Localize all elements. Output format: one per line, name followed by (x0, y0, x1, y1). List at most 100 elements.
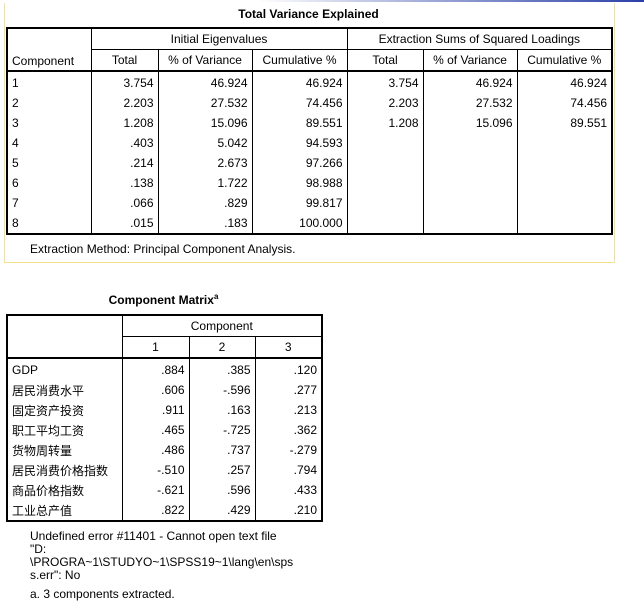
column-header: Total (90, 49, 159, 72)
table-cell (516, 193, 613, 213)
component-number: 8 (6, 213, 92, 234)
table-row: 3 1.208 15.096 89.551 1.208 15.096 89.551 (6, 113, 613, 133)
table-cell: 74.456 (516, 93, 613, 113)
table-cell: .214 (90, 153, 159, 173)
variable-name: 固定资产投资 (6, 400, 123, 420)
table-cell: 1.208 (346, 113, 424, 133)
table-cell: 15.096 (422, 113, 518, 133)
loading-cell: .257 (188, 460, 256, 480)
component-number: 3 (6, 113, 92, 133)
table-cell (346, 213, 424, 234)
table-cell: 94.593 (251, 133, 348, 153)
variance-footnote: Extraction Method: Principal Component A… (30, 242, 296, 256)
table-cell (346, 133, 424, 153)
matrix-title: Component Matrixa (6, 292, 321, 307)
table-row: 1 3.754 46.924 46.924 3.754 46.924 46.924 (6, 71, 613, 93)
component-number: 7 (6, 193, 92, 213)
table-cell (516, 173, 613, 193)
loading-cell: .737 (188, 440, 256, 460)
component-number: 5 (6, 153, 92, 173)
error-line: \PROGRA~1\STUDYO~1\SPSS19~1\lang\en\sps (30, 555, 294, 569)
loading-cell: .884 (121, 358, 190, 380)
table-row: 工业总产值 .822.429.210 (6, 500, 323, 521)
loading-cell: .596 (188, 480, 256, 500)
matrix-title-text: Component Matrix (108, 293, 214, 307)
loading-cell: .822 (121, 500, 190, 521)
table-cell: 27.532 (422, 93, 518, 113)
table-cell (422, 153, 518, 173)
table-cell: .015 (90, 213, 159, 234)
component-number: 6 (6, 173, 92, 193)
table-cell: 100.000 (251, 213, 348, 234)
loading-cell: .385 (188, 358, 256, 380)
table-row: GDP .884.385.120 (6, 358, 323, 380)
column-header: 1 (121, 336, 190, 359)
component-number: 4 (6, 133, 92, 153)
table-cell: 99.817 (251, 193, 348, 213)
loading-cell: .794 (254, 460, 323, 480)
component-header: Component (6, 27, 92, 72)
loading-cell: .163 (188, 400, 256, 420)
table-cell: 27.532 (157, 93, 253, 113)
loading-cell: .606 (121, 380, 190, 400)
table-row: 2 2.203 27.532 74.456 2.203 27.532 74.456 (6, 93, 613, 113)
table-cell (516, 153, 613, 173)
variable-name: GDP (6, 358, 123, 380)
variable-name: 货物周转量 (6, 440, 123, 460)
column-header: 3 (254, 336, 323, 359)
table-cell: 97.266 (251, 153, 348, 173)
variable-name: 职工平均工资 (6, 420, 123, 440)
variance-table: Component Initial Eigenvalues Extraction… (6, 27, 614, 235)
table-row: 5.214 2.673 97.266 (6, 153, 613, 173)
loading-cell: -.621 (121, 480, 190, 500)
loading-cell: .429 (188, 500, 256, 521)
table-cell: 2.203 (346, 93, 424, 113)
table-cell (516, 213, 613, 234)
table-cell (346, 173, 424, 193)
table-cell: 46.924 (516, 71, 613, 93)
window-edge (0, 0, 644, 2)
table-row: 7.066.829 99.817 (6, 193, 613, 213)
table-cell: 2.203 (90, 93, 159, 113)
table-cell: 98.988 (251, 173, 348, 193)
extraction-header: Extraction Sums of Squared Loadings (346, 27, 613, 50)
table-row: 货物周转量 .486.737 -.279 (6, 440, 323, 460)
component-number: 1 (6, 71, 92, 93)
table-cell: 1.722 (157, 173, 253, 193)
table-cell (422, 133, 518, 153)
variable-name: 商品价格指数 (6, 480, 123, 500)
row-label-header (6, 314, 123, 359)
column-header: % of Variance (157, 49, 253, 72)
table-cell: 3.754 (346, 71, 424, 93)
loading-cell: .210 (254, 500, 323, 521)
table-row: 居民消费价格指数 -.510.257.794 (6, 460, 323, 480)
loading-cell: .911 (121, 400, 190, 420)
table-cell (422, 173, 518, 193)
error-message: Undefined error #11401 - Cannot open tex… (30, 530, 293, 582)
column-header: Cumulative % (516, 49, 613, 72)
table-row: 职工平均工资 .465 -.725.362 (6, 420, 323, 440)
table-cell: 46.924 (251, 71, 348, 93)
table-cell: 2.673 (157, 153, 253, 173)
table-cell (422, 193, 518, 213)
table-cell: .138 (90, 173, 159, 193)
table-row: 4.403 5.042 94.593 (6, 133, 613, 153)
error-line: Undefined error #11401 - Cannot open tex… (30, 529, 277, 543)
variable-name: 居民消费价格指数 (6, 460, 123, 480)
matrix-title-sup: a (213, 292, 219, 301)
table-cell (346, 153, 424, 173)
loading-cell: -.279 (254, 440, 323, 460)
component-group-header: Component (121, 314, 323, 337)
error-line: "D: (30, 542, 47, 556)
table-row: 固定资产投资 .911.163.213 (6, 400, 323, 420)
table-cell: 1.208 (90, 113, 159, 133)
table-cell: 46.924 (157, 71, 253, 93)
variable-name: 居民消费水平 (6, 380, 123, 400)
table-cell: 46.924 (422, 71, 518, 93)
loading-cell: -.596 (188, 380, 256, 400)
variable-name: 工业总产值 (6, 500, 123, 521)
table-cell (516, 133, 613, 153)
table-row: 商品价格指数 -.621.596.433 (6, 480, 323, 500)
table-cell (346, 193, 424, 213)
